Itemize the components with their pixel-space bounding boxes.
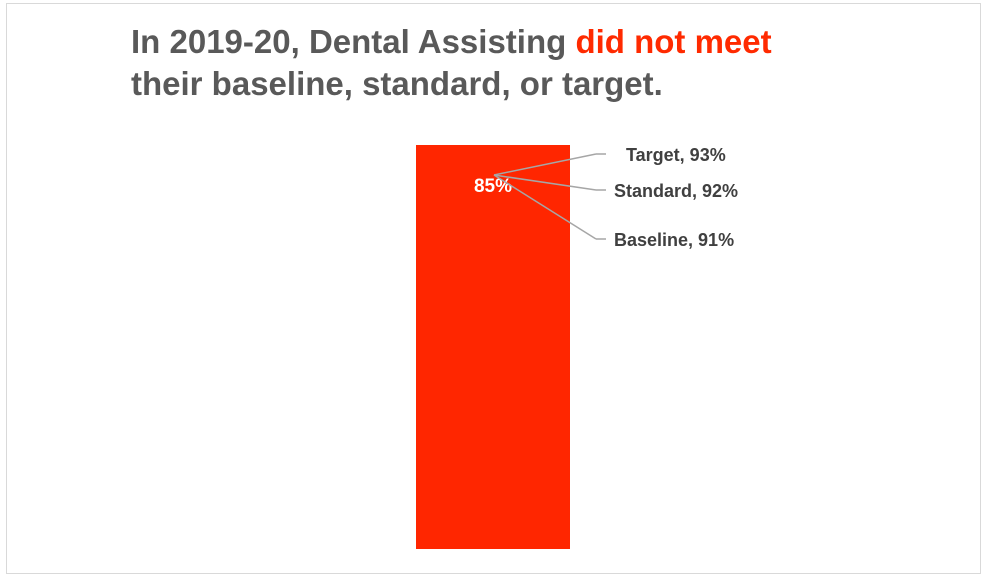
annotation-label: Target, 93%: [626, 145, 726, 165]
annotation-leader-line: [493, 174, 597, 191]
data-bar: [416, 145, 570, 549]
title-highlight: did not meet: [575, 23, 772, 60]
annotation-leader-line: [493, 174, 597, 240]
annotation-label: Baseline, 91%: [614, 230, 734, 250]
bar-value-label: 85%: [474, 176, 512, 197]
chart-title: In 2019-20, Dental Assisting did not mee…: [131, 21, 891, 105]
annotation-label: Standard, 92%: [614, 181, 738, 201]
title-part1: In 2019-20, Dental Assisting: [131, 23, 576, 60]
annotation-leader-line: [493, 153, 597, 176]
title-part2: their baseline, standard, or target.: [131, 65, 663, 102]
